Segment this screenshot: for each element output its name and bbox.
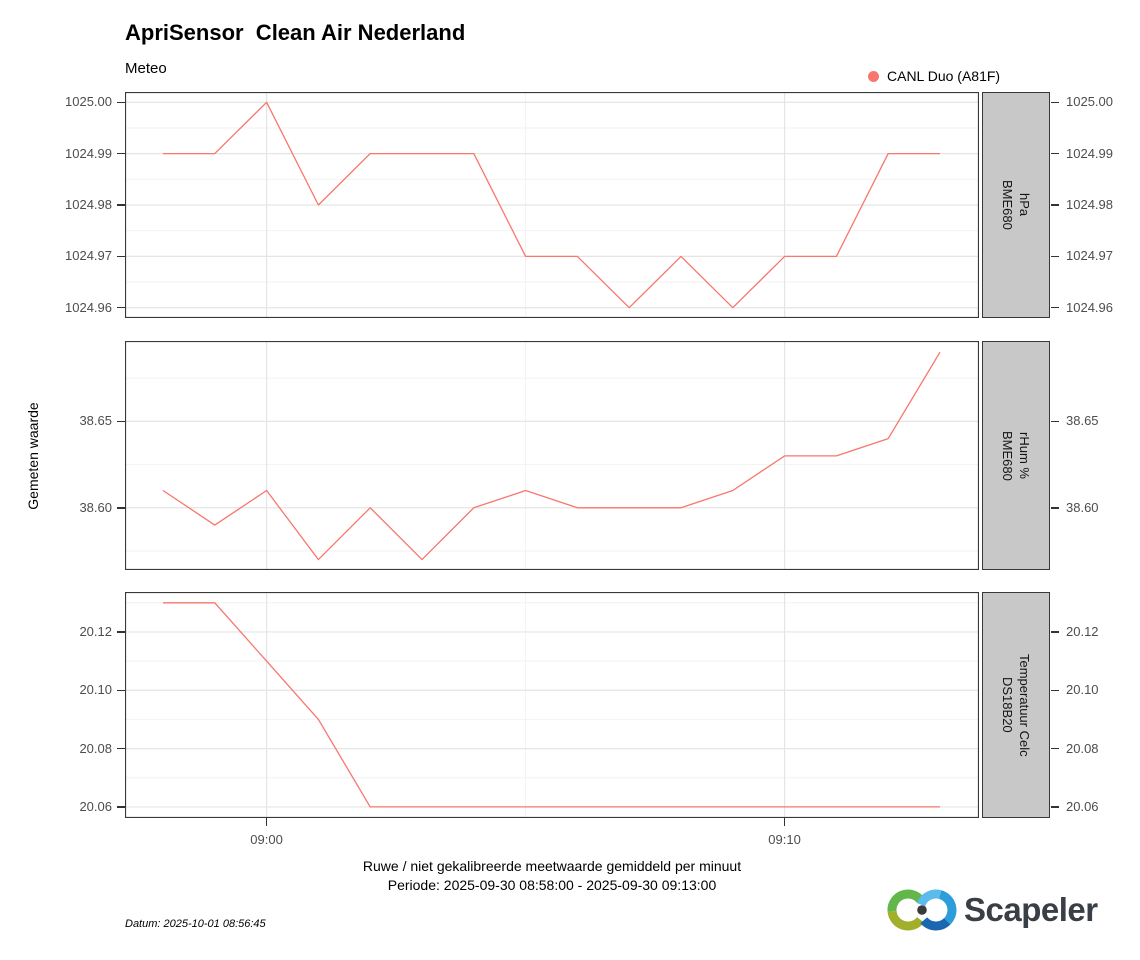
y-tick-right bbox=[1051, 101, 1059, 104]
x-tick bbox=[265, 818, 268, 826]
y-tick-label-right: 1024.98 bbox=[1066, 197, 1113, 212]
legend-label: CANL Duo (A81F) bbox=[887, 68, 1001, 84]
y-tick-right bbox=[1051, 152, 1059, 155]
x-axis-title-line2: Periode: 2025-09-30 08:58:00 - 2025-09-3… bbox=[387, 877, 717, 893]
strip-label-line: BME680 bbox=[1000, 180, 1015, 230]
y-tick-label-right: 38.60 bbox=[1066, 499, 1099, 515]
y-tick-right bbox=[1051, 204, 1059, 206]
y-tick-right bbox=[1051, 689, 1059, 692]
y-tick-label-left: 20.12 bbox=[79, 623, 112, 639]
y-tick-left bbox=[117, 631, 125, 633]
y-tick-label-left: 38.65 bbox=[79, 413, 112, 429]
y-tick-label-left: 38.60 bbox=[79, 499, 112, 515]
x-tick-label: 09:00 bbox=[250, 832, 283, 847]
y-tick-right bbox=[1051, 255, 1059, 258]
facet-strip-bme680-rhum: BME680 rHum % bbox=[982, 341, 1050, 570]
y-tick-left bbox=[117, 306, 125, 309]
y-tick-label-right: 1024.97 bbox=[1066, 248, 1113, 264]
y-tick-right bbox=[1051, 420, 1059, 423]
y-tick-right bbox=[1051, 507, 1059, 509]
series-line bbox=[162, 351, 941, 561]
facet-strip-ds18b20-temp: DS18B20 Temperatuur Celc bbox=[982, 592, 1050, 818]
x-tick bbox=[783, 818, 786, 826]
strip-label-line: DS18B20 bbox=[1000, 677, 1015, 733]
legend-point-icon bbox=[868, 70, 879, 82]
series-line bbox=[163, 602, 940, 808]
x-tick-label: 09:10 bbox=[768, 832, 801, 847]
y-tick-left bbox=[117, 255, 125, 258]
y-tick-label-right: 1024.99 bbox=[1066, 145, 1113, 161]
panel-plot-bme680-hpa bbox=[125, 92, 979, 318]
y-tick-left bbox=[117, 747, 125, 750]
y-tick-left bbox=[117, 152, 125, 155]
y-tick-left bbox=[117, 420, 125, 423]
x-axis-title-line1: Ruwe / niet gekalibreerde meetwaarde gem… bbox=[362, 858, 742, 874]
strip-label-line: Temperatuur Celc bbox=[1017, 653, 1032, 757]
y-tick-left bbox=[117, 689, 125, 692]
y-tick-left bbox=[117, 204, 125, 206]
legend: CANL Duo (A81F) bbox=[868, 66, 1000, 86]
y-tick-label-right: 20.10 bbox=[1066, 682, 1099, 698]
strip-label-line: rHum % bbox=[1017, 432, 1032, 479]
page-subtitle: Meteo bbox=[125, 60, 167, 77]
y-tick-label-left: 1024.97 bbox=[65, 248, 112, 264]
y-tick-label-left: 1024.98 bbox=[65, 197, 112, 212]
panel-plot-bme680-rhum- bbox=[125, 341, 979, 570]
y-tick-label-right: 20.08 bbox=[1066, 740, 1099, 756]
scapeler-logo-text: Scapeler bbox=[964, 891, 1098, 928]
y-tick-label-right: 20.12 bbox=[1066, 623, 1099, 639]
facet-strip-bme680-hpa: BME680 hPa bbox=[982, 92, 1050, 318]
y-tick-label-right: 20.06 bbox=[1066, 798, 1099, 814]
series-line bbox=[163, 101, 940, 309]
strip-label-line: BME680 bbox=[1000, 430, 1015, 481]
y-tick-left bbox=[117, 101, 125, 104]
y-tick-label-right: 1025.00 bbox=[1066, 94, 1113, 110]
y-tick-label-left: 1024.99 bbox=[65, 145, 112, 161]
strip-label-line: hPa bbox=[1017, 193, 1032, 217]
y-tick-left bbox=[117, 806, 125, 808]
scapeler-logo-icon bbox=[887, 889, 957, 931]
y-tick-label-left: 1025.00 bbox=[65, 94, 112, 110]
page-title: ApriSensor Clean Air Nederland bbox=[125, 20, 466, 45]
y-tick-right bbox=[1051, 631, 1059, 633]
y-tick-label-right: 1024.96 bbox=[1066, 299, 1113, 315]
y-tick-label-right: 38.65 bbox=[1066, 413, 1099, 429]
y-tick-right bbox=[1051, 806, 1059, 808]
y-tick-right bbox=[1051, 306, 1059, 309]
y-tick-right bbox=[1051, 747, 1059, 750]
y-tick-left bbox=[117, 507, 125, 509]
panel-plot-ds18b20-temperatuur-celc bbox=[125, 592, 979, 818]
scapeler-logo: Scapeler bbox=[886, 888, 1098, 932]
y-tick-label-left: 20.10 bbox=[79, 682, 112, 698]
y-tick-label-left: 20.06 bbox=[79, 798, 112, 814]
y-tick-label-left: 20.08 bbox=[79, 740, 112, 756]
caption-datum: Datum: 2025-10-01 08:56:45 bbox=[125, 918, 266, 930]
y-tick-label-left: 1024.96 bbox=[65, 299, 112, 315]
